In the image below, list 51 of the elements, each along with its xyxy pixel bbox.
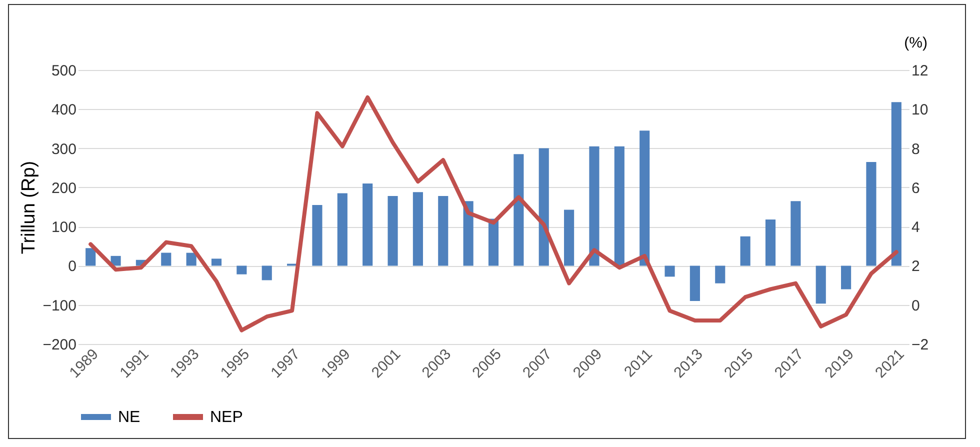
line-series <box>88 95 898 332</box>
bar <box>312 205 322 266</box>
bar <box>664 266 675 277</box>
bar <box>816 266 826 304</box>
bar <box>438 196 448 266</box>
y2-tick-label: −2 <box>912 336 929 354</box>
y-tick-label: −100 <box>42 297 76 314</box>
bar <box>388 196 398 266</box>
legend-label: NE <box>118 409 140 426</box>
bar <box>790 201 801 266</box>
bar <box>740 236 750 266</box>
y2-tick-label: 8 <box>912 140 920 158</box>
y2-tick-label: 0 <box>912 297 920 314</box>
y2-tick-label: 2 <box>912 258 920 276</box>
y2-tick-label: 12 <box>912 62 928 80</box>
y-tick-label: 400 <box>51 102 76 119</box>
bar <box>514 154 524 266</box>
y-tick-label: 0 <box>68 258 76 276</box>
bar <box>110 256 121 266</box>
bar <box>640 130 650 266</box>
y-tick-label: −200 <box>42 336 76 354</box>
y2-axis-title: (%) <box>904 34 928 52</box>
y2-tick-label: 4 <box>912 219 920 236</box>
y-tick-label: 500 <box>51 62 76 80</box>
bar <box>186 252 196 266</box>
y-tick-label: 100 <box>51 219 76 236</box>
y2-tick-label: 6 <box>912 180 920 197</box>
y2-tick-label: 10 <box>912 102 928 119</box>
bar <box>337 193 348 266</box>
bar <box>211 258 222 266</box>
legend-label: NEP <box>210 409 243 426</box>
bar <box>765 220 776 266</box>
bar <box>161 252 172 266</box>
bar <box>236 266 247 274</box>
bar <box>262 266 272 280</box>
bar <box>614 146 624 266</box>
bar <box>564 210 574 266</box>
y-tick-label: 200 <box>51 180 76 197</box>
bar <box>488 218 499 266</box>
bar <box>538 148 549 266</box>
bar <box>715 266 726 284</box>
y-tick-label: 300 <box>51 140 76 158</box>
bar <box>866 162 876 266</box>
bar <box>86 248 96 266</box>
y-axis-title: Trillun (Rp) <box>18 160 40 254</box>
bar <box>589 146 600 266</box>
bar <box>362 184 373 266</box>
bar <box>690 266 700 301</box>
bar <box>841 266 852 290</box>
bar <box>891 102 902 266</box>
bar <box>412 192 423 266</box>
